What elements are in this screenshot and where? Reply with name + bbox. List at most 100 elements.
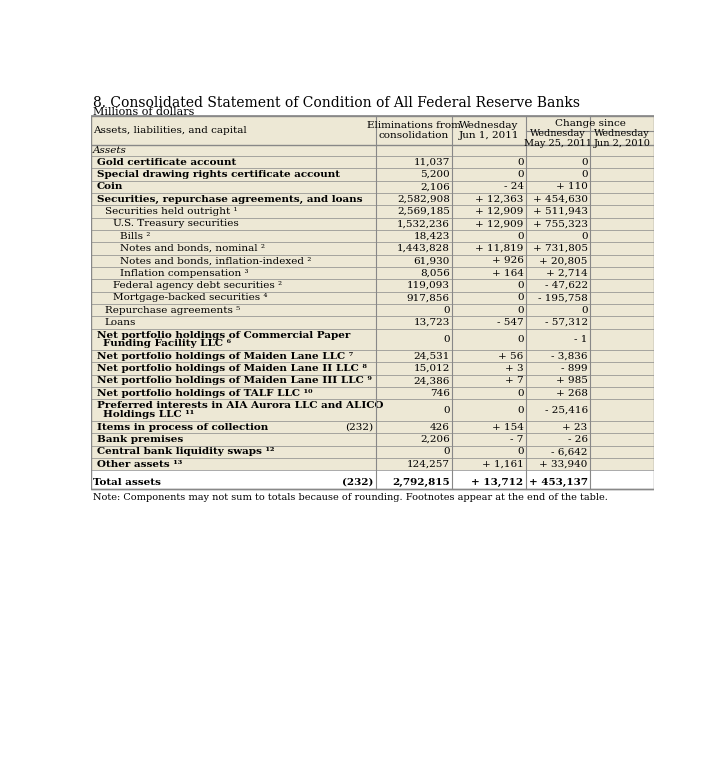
Text: + 926: + 926 — [491, 256, 523, 265]
Text: Change since: Change since — [555, 119, 625, 128]
Text: Net portfolio holdings of TALF LLC ¹⁰: Net portfolio holdings of TALF LLC ¹⁰ — [97, 389, 313, 398]
Text: 0: 0 — [517, 335, 523, 344]
Text: + 7: + 7 — [505, 376, 523, 385]
Text: 1,443,828: 1,443,828 — [397, 244, 450, 253]
Bar — [91, 193, 654, 205]
Text: (232): (232) — [345, 423, 374, 432]
Text: + 110: + 110 — [556, 183, 587, 191]
Text: + 2,714: + 2,714 — [546, 269, 587, 278]
Text: 426: 426 — [430, 423, 450, 432]
Text: Repurchase agreements ⁵: Repurchase agreements ⁵ — [105, 306, 240, 314]
Text: Other assets ¹³: Other assets ¹³ — [97, 460, 182, 468]
Bar — [91, 267, 654, 279]
Bar — [91, 399, 654, 421]
Text: 0: 0 — [443, 447, 450, 456]
Bar — [91, 350, 654, 362]
Text: + 755,323: + 755,323 — [533, 219, 587, 228]
Text: + 454,630: + 454,630 — [533, 194, 587, 204]
Bar — [91, 255, 654, 267]
Text: Eliminations from
consolidation: Eliminations from consolidation — [367, 121, 461, 140]
Bar — [91, 156, 654, 168]
Bar — [91, 205, 654, 217]
Text: 15,012: 15,012 — [414, 364, 450, 373]
Text: + 11,819: + 11,819 — [475, 244, 523, 253]
Text: - 195,758: - 195,758 — [538, 293, 587, 302]
Text: - 7: - 7 — [510, 435, 523, 444]
Text: 0: 0 — [517, 158, 523, 166]
Text: 0: 0 — [581, 170, 587, 179]
Bar — [91, 292, 654, 304]
Text: Bills ²: Bills ² — [121, 231, 150, 241]
Text: Net portfolio holdings of Maiden Lane LLC ⁷: Net portfolio holdings of Maiden Lane LL… — [97, 351, 353, 361]
Bar — [91, 446, 654, 458]
Bar — [91, 317, 654, 328]
Text: 746: 746 — [430, 389, 450, 398]
Text: Net portfolio holdings of Commercial Paper: Net portfolio holdings of Commercial Pap… — [97, 330, 350, 340]
Text: Central bank liquidity swaps ¹²: Central bank liquidity swaps ¹² — [97, 447, 275, 456]
Bar — [91, 242, 654, 255]
Bar — [91, 230, 654, 242]
Bar — [91, 116, 654, 146]
Text: + 12,363: + 12,363 — [475, 194, 523, 204]
Text: + 1,161: + 1,161 — [482, 460, 523, 468]
Text: - 26: - 26 — [568, 435, 587, 444]
Text: Net portfolio holdings of Maiden Lane III LLC ⁹: Net portfolio holdings of Maiden Lane II… — [97, 376, 372, 385]
Text: Inflation compensation ³: Inflation compensation ³ — [121, 269, 249, 278]
Text: 0: 0 — [517, 170, 523, 179]
Text: + 985: + 985 — [556, 376, 587, 385]
Text: 8. Consolidated Statement of Condition of All Federal Reserve Banks: 8. Consolidated Statement of Condition o… — [93, 96, 580, 110]
Text: + 154: + 154 — [491, 423, 523, 432]
Text: 18,423: 18,423 — [414, 231, 450, 241]
Text: 0: 0 — [517, 281, 523, 290]
Text: 2,106: 2,106 — [420, 183, 450, 191]
Text: Funding Facility LLC ⁶: Funding Facility LLC ⁶ — [103, 339, 231, 348]
Text: U.S. Treasury securities: U.S. Treasury securities — [113, 219, 238, 228]
Text: Note: Components may not sum to totals because of rounding. Footnotes appear at : Note: Components may not sum to totals b… — [93, 493, 608, 502]
Text: 0: 0 — [581, 231, 587, 241]
Text: 5,200: 5,200 — [420, 170, 450, 179]
Text: - 25,416: - 25,416 — [545, 406, 587, 415]
Text: Special drawing rights certificate account: Special drawing rights certificate accou… — [97, 170, 340, 179]
Text: - 6,642: - 6,642 — [551, 447, 587, 456]
Text: (232): (232) — [342, 478, 374, 487]
Bar — [91, 180, 654, 193]
Text: - 547: - 547 — [497, 318, 523, 327]
Text: 13,723: 13,723 — [414, 318, 450, 327]
Text: Coin: Coin — [97, 183, 124, 191]
Text: Holdings LLC ¹¹: Holdings LLC ¹¹ — [103, 410, 195, 419]
Text: + 33,940: + 33,940 — [539, 460, 587, 468]
Text: Assets, liabilities, and capital: Assets, liabilities, and capital — [93, 126, 247, 135]
Text: 2,792,815: 2,792,815 — [392, 478, 450, 487]
Bar — [91, 433, 654, 446]
Text: 24,386: 24,386 — [414, 376, 450, 385]
Text: 0: 0 — [517, 447, 523, 456]
Text: Millions of dollars: Millions of dollars — [93, 107, 195, 117]
Text: 8,056: 8,056 — [420, 269, 450, 278]
Text: Preferred interests in AIA Aurora LLC and ALICO: Preferred interests in AIA Aurora LLC an… — [97, 402, 384, 410]
Text: Assets: Assets — [93, 146, 127, 155]
Bar — [91, 458, 654, 470]
Text: Wednesday
Jun 1, 2011: Wednesday Jun 1, 2011 — [459, 121, 519, 140]
Bar — [91, 375, 654, 387]
Bar — [91, 328, 654, 350]
Text: + 3: + 3 — [505, 364, 523, 373]
Text: 1,532,236: 1,532,236 — [397, 219, 450, 228]
Text: Notes and bonds, inflation-indexed ²: Notes and bonds, inflation-indexed ² — [121, 256, 312, 265]
Bar — [91, 475, 654, 489]
Text: - 3,836: - 3,836 — [551, 351, 587, 361]
Bar — [91, 304, 654, 317]
Text: Gold certificate account: Gold certificate account — [97, 158, 236, 166]
Bar — [91, 146, 654, 156]
Text: - 47,622: - 47,622 — [545, 281, 587, 290]
Bar — [91, 217, 654, 230]
Text: - 24: - 24 — [504, 183, 523, 191]
Text: - 1: - 1 — [574, 335, 587, 344]
Text: 2,569,185: 2,569,185 — [397, 207, 450, 216]
Text: 61,930: 61,930 — [414, 256, 450, 265]
Text: + 268: + 268 — [556, 389, 587, 398]
Text: 0: 0 — [581, 158, 587, 166]
Text: Securities held outright ¹: Securities held outright ¹ — [105, 207, 238, 216]
Text: + 731,805: + 731,805 — [533, 244, 587, 253]
Text: 0: 0 — [443, 306, 450, 314]
Text: + 12,909: + 12,909 — [475, 207, 523, 216]
